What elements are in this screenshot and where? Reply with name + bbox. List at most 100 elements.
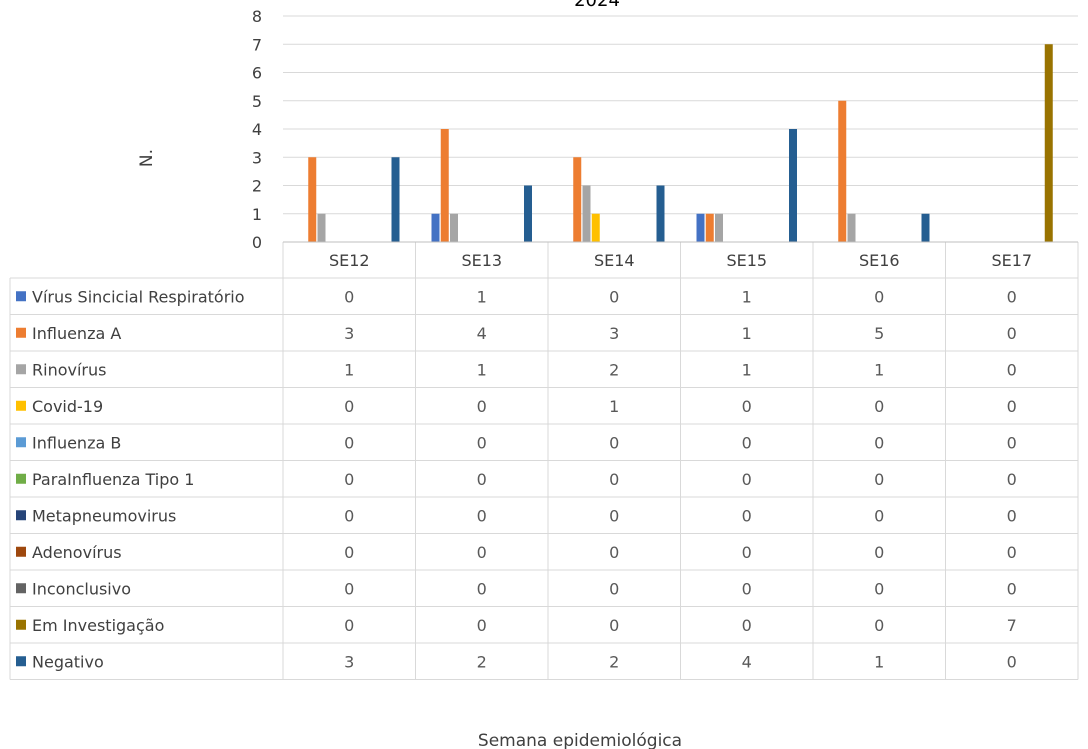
table-cell-value: 1	[344, 360, 354, 379]
legend-key	[16, 364, 26, 375]
legend-key	[16, 437, 26, 448]
table-cell-value: 1	[477, 287, 487, 306]
table-cell-value: 1	[609, 397, 619, 416]
table-cell-value: 3	[609, 324, 619, 343]
table-cell-value: 0	[609, 616, 619, 635]
table-cell-value: 0	[742, 397, 752, 416]
table-cell-value: 0	[1007, 433, 1017, 452]
bar	[524, 185, 532, 242]
y-tick-label: 7	[252, 35, 262, 54]
table-cell-value: 0	[1007, 397, 1017, 416]
bar	[789, 129, 797, 242]
table-cell-value: 0	[477, 433, 487, 452]
table-cell-value: 0	[742, 470, 752, 489]
table-cell-value: 0	[477, 397, 487, 416]
series-label: ParaInfluenza Tipo 1	[32, 470, 194, 489]
y-tick-label: 2	[252, 177, 262, 196]
table-cell-value: 0	[874, 506, 884, 525]
table-cell-value: 0	[344, 287, 354, 306]
legend-key	[16, 473, 26, 484]
bar	[847, 213, 856, 242]
legend-key	[16, 291, 26, 302]
table-cell-value: 0	[1007, 579, 1017, 598]
table-cell-value: 1	[742, 360, 752, 379]
table-cell-value: 3	[344, 324, 354, 343]
table-cell-value: 0	[742, 616, 752, 635]
table-cell-value: 4	[742, 652, 752, 671]
table-cell-value: 0	[874, 470, 884, 489]
table-cell-value: 2	[609, 360, 619, 379]
x-axis-title: Semana epidemiológica	[478, 731, 682, 749]
table-cell-value: 0	[742, 433, 752, 452]
y-tick-label: 3	[252, 148, 262, 167]
table-cell-value: 0	[742, 506, 752, 525]
table-cell-value: 0	[609, 579, 619, 598]
table-cell-value: 0	[477, 506, 487, 525]
legend-key	[16, 400, 26, 411]
table-cell-value: 0	[344, 616, 354, 635]
bar	[591, 213, 600, 242]
table-cell-value: 0	[477, 543, 487, 562]
y-tick-label: 8	[252, 7, 262, 26]
bar	[705, 213, 714, 242]
table-cell-value: 0	[344, 506, 354, 525]
table-cell-value: 0	[344, 397, 354, 416]
bar	[573, 157, 582, 242]
bar	[308, 157, 317, 242]
x-category-label: SE12	[329, 251, 370, 270]
table-cell-value: 0	[1007, 652, 1017, 671]
table-cell-value: 7	[1007, 616, 1017, 635]
gridlines	[283, 15, 1078, 243]
table-cell-value: 0	[1007, 324, 1017, 343]
legend-key	[16, 583, 26, 594]
table-cell-value: 0	[742, 579, 752, 598]
table-cell-value: 1	[742, 324, 752, 343]
bar	[450, 213, 458, 242]
table-cell-value: 0	[477, 616, 487, 635]
y-tick-label: 6	[252, 64, 262, 83]
table-cell-value: 1	[874, 360, 884, 379]
y-tick-label: 1	[252, 205, 262, 224]
table-cell-value: 1	[742, 287, 752, 306]
table-cell-value: 5	[874, 324, 884, 343]
series-label: Negativo	[32, 652, 104, 671]
bar	[317, 213, 326, 242]
table-cell-value: 0	[477, 470, 487, 489]
table-cell-value: 0	[609, 433, 619, 452]
bar	[696, 213, 705, 242]
legend-key	[16, 619, 26, 630]
y-tick-label: 0	[252, 233, 262, 252]
x-category-label: SE14	[594, 251, 635, 270]
table-cell-value: 0	[1007, 360, 1017, 379]
bar	[391, 157, 400, 242]
legend-key	[16, 327, 26, 338]
series-label: Inconclusivo	[32, 579, 131, 598]
series-label: Rinovírus	[32, 360, 106, 379]
bar	[838, 100, 847, 242]
table-cell-value: 0	[1007, 506, 1017, 525]
y-tick-label: 5	[252, 92, 262, 111]
table-cell-value: 0	[742, 543, 752, 562]
series-label: Em Investigação	[32, 616, 164, 635]
table-cell-value: 0	[874, 616, 884, 635]
series-label: Influenza B	[32, 433, 121, 452]
table-cell-value: 0	[609, 506, 619, 525]
bar	[431, 213, 440, 242]
legend-key	[16, 546, 26, 557]
bars	[308, 44, 1053, 242]
table-cell-value: 0	[344, 433, 354, 452]
legend-key	[16, 656, 26, 667]
table-cell-value: 3	[344, 652, 354, 671]
table-cell-value: 0	[874, 397, 884, 416]
series-label: Influenza A	[32, 324, 121, 343]
table-cell-value: 0	[609, 287, 619, 306]
table-cell-value: 2	[477, 652, 487, 671]
table-cell-value: 0	[1007, 287, 1017, 306]
bar	[440, 129, 449, 242]
series-label: Covid-19	[32, 397, 103, 416]
table-cell-value: 0	[874, 579, 884, 598]
table-cell-value: 0	[609, 543, 619, 562]
bar	[715, 213, 723, 242]
series-label: Metapneumovirus	[32, 506, 176, 525]
